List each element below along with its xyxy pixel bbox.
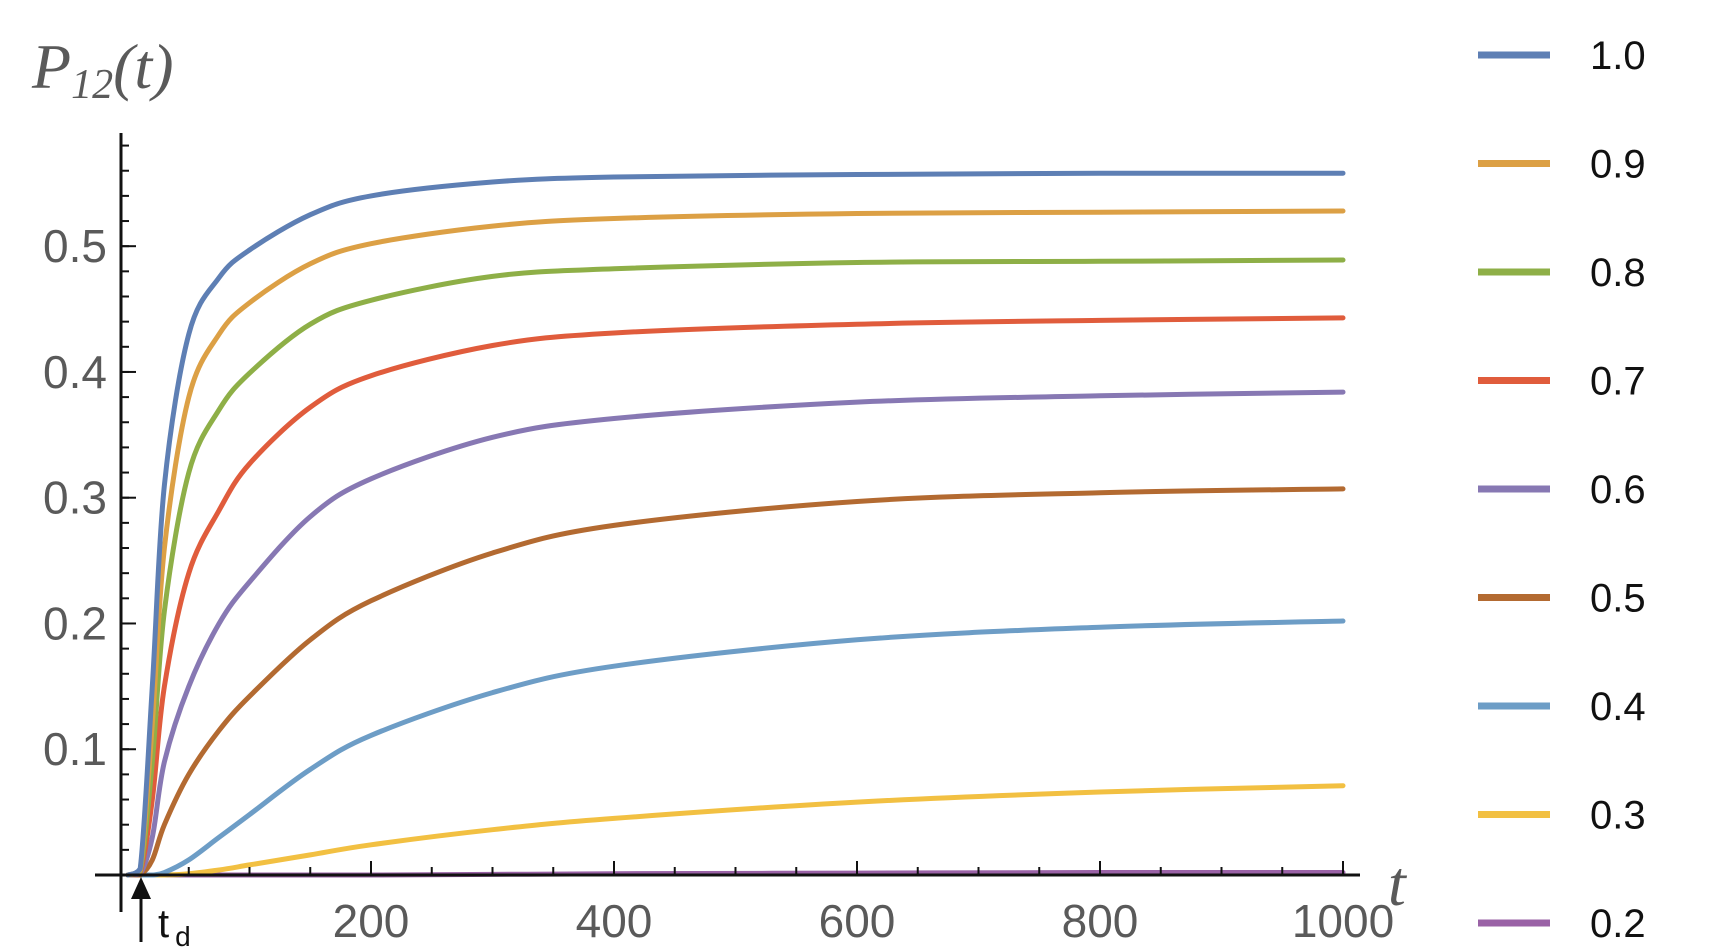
series-layer [125,170,1346,878]
x-tick-label: 600 [819,895,896,947]
series-line-0.4 [125,618,1346,878]
legend: 1.0 0.9 0.8 0.7 0.6 0.5 0.4 0.3 0.2 [1478,34,1646,946]
y-tick-label: 0.5 [43,220,107,272]
x-tick-label: 200 [333,895,410,947]
ticks-layer: 200 400 600 800 1000 0.1 0.2 0.3 0.4 0.5 [43,144,1394,947]
x-tick-label: 400 [576,895,653,947]
series-line-0.6 [125,389,1346,878]
y-tick-label: 0.1 [43,723,107,775]
legend-label-0.7: 0.7 [1590,360,1646,404]
td-arrow-head [131,877,151,899]
legend-label-0.2: 0.2 [1590,902,1646,946]
x-tick-label: 800 [1062,895,1139,947]
axes-layer [95,133,1360,912]
series-line-0.7 [125,315,1346,878]
y-tick-label: 0.3 [43,472,107,524]
y-tick-label: 0.4 [43,346,107,398]
series-line-0.5 [125,486,1346,878]
legend-label-0.3: 0.3 [1590,794,1646,838]
y-axis-title: P12(t) [31,31,174,108]
x-axis-title: t [1388,848,1408,919]
y-tick-label: 0.2 [43,597,107,649]
legend-label-0.9: 0.9 [1590,143,1646,187]
legend-label-0.6: 0.6 [1590,468,1646,512]
legend-label-0.5: 0.5 [1590,577,1646,621]
series-line-0.8 [125,257,1346,878]
legend-label-0.8: 0.8 [1590,251,1646,295]
legend-label-0.4: 0.4 [1590,685,1646,729]
x-tick-label: 1000 [1292,895,1394,947]
legend-label-1.0: 1.0 [1590,34,1646,78]
series-line-0.3 [125,783,1346,878]
series-line-0.9 [125,208,1346,878]
series-line-1.0 [125,170,1346,878]
